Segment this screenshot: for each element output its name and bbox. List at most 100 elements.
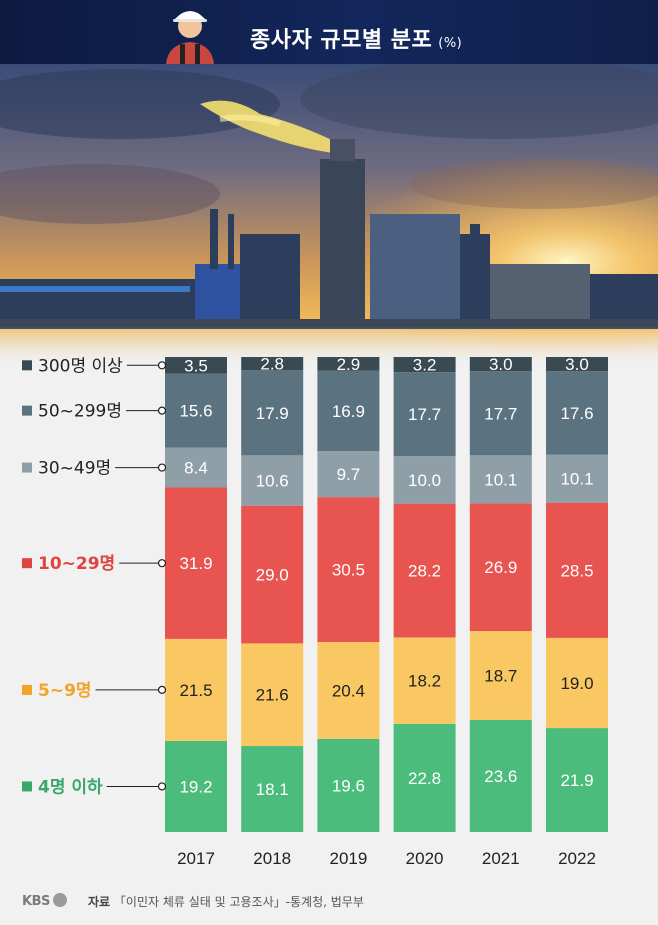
value-label-2021-series-3: 10.1 xyxy=(484,470,517,489)
legend-marker-0 xyxy=(22,781,32,792)
value-label-2021-series-0: 23.6 xyxy=(484,767,517,786)
kbs-logo-mark-icon xyxy=(52,893,67,907)
legend-leader-dot-1 xyxy=(157,685,167,694)
bar-2022-series-2 xyxy=(546,502,608,638)
bars-group xyxy=(165,357,608,832)
bar-2022-series-0 xyxy=(546,728,608,832)
value-label-2019-series-2: 30.5 xyxy=(332,561,365,580)
value-label-2022-series-3: 10.1 xyxy=(560,470,593,489)
legend-leader-dot-5 xyxy=(157,361,167,370)
value-label-2021-series-2: 26.9 xyxy=(484,558,517,577)
value-label-2017-series-0: 19.2 xyxy=(179,777,212,796)
value-label-2022-series-4: 17.6 xyxy=(560,404,593,423)
value-label-2019-series-4: 16.9 xyxy=(332,402,365,421)
value-label-2021-series-1: 18.7 xyxy=(484,666,517,685)
bar-2020-series-3 xyxy=(393,456,456,504)
legend-marker-2 xyxy=(22,558,32,569)
header-banner: 종사자 규모별 분포 (%) xyxy=(0,0,658,64)
source-note: 자료 「이민자 체류 실태 및 고용조사」-통계청, 법무부 xyxy=(88,893,364,910)
value-label-2020-series-2: 28.2 xyxy=(408,562,441,581)
bar-2017-series-1 xyxy=(165,638,227,741)
x-tick-label-2017: 2017 xyxy=(177,849,215,868)
bar-2020-series-2 xyxy=(393,503,456,638)
bar-2017-series-5 xyxy=(165,357,227,374)
bar-2020-series-0 xyxy=(393,723,456,832)
value-label-2017-series-3: 8.4 xyxy=(184,459,208,478)
legend-leader-dot-0 xyxy=(157,782,167,791)
value-labels-group: 19.2 21.5 31.9 8.4 15.6 3.5 18.1 21.6 29.0 10.6 17… xyxy=(179,355,593,799)
bar-2018-series-4 xyxy=(241,370,304,456)
factory-photo xyxy=(0,64,658,364)
legend-leader-dot-4 xyxy=(157,406,167,415)
bar-2019-series-3 xyxy=(317,451,380,498)
bar-2017-series-2 xyxy=(165,487,227,639)
value-label-2020-series-0: 22.8 xyxy=(408,769,441,788)
legend-label-0: 4명 이하 xyxy=(38,777,103,797)
bar-2022-series-1 xyxy=(546,637,608,729)
bar-2019-series-4 xyxy=(317,370,380,452)
bar-2018-series-2 xyxy=(241,505,304,644)
value-label-2019-series-0: 19.6 xyxy=(332,776,365,795)
bar-2017-series-0 xyxy=(165,740,227,832)
value-label-2019-series-1: 20.4 xyxy=(332,681,365,700)
legend-leader-dot-2 xyxy=(157,559,167,568)
bar-2018-series-1 xyxy=(241,643,304,747)
legend: 4명 이하 5~9명 10~29명 30~49명 50~299명 300명 이상 xyxy=(22,356,167,797)
value-label-2018-series-3: 10.6 xyxy=(256,472,289,491)
value-label-2022-series-5: 3.0 xyxy=(565,355,589,374)
value-label-2021-series-5: 3.0 xyxy=(489,355,513,374)
value-label-2017-series-2: 31.9 xyxy=(179,554,212,573)
x-tick-label-2019: 2019 xyxy=(329,849,367,868)
bar-2021-series-4 xyxy=(469,371,532,456)
unit-label: (%) xyxy=(438,36,463,51)
bar-2018-series-5 xyxy=(241,357,304,371)
value-label-2019-series-3: 9.7 xyxy=(337,465,361,484)
bar-2019-series-1 xyxy=(317,642,380,739)
bar-2021-series-5 xyxy=(469,357,532,372)
value-label-2020-series-5: 3.2 xyxy=(413,356,437,375)
bar-2017-series-3 xyxy=(165,447,227,488)
value-label-2018-series-2: 29.0 xyxy=(256,566,289,585)
legend-marker-5 xyxy=(22,360,32,371)
x-tick-label-2021: 2021 xyxy=(482,849,520,868)
value-label-2018-series-5: 2.8 xyxy=(260,355,284,374)
bar-2018-series-0 xyxy=(241,746,304,832)
legend-label-3: 30~49명 xyxy=(38,459,111,479)
kbs-logo: KBS xyxy=(22,893,67,909)
bar-2022-series-5 xyxy=(546,357,608,372)
legend-label-2: 10~29명 xyxy=(38,554,115,574)
value-label-2020-series-3: 10.0 xyxy=(408,471,441,490)
worker-icon xyxy=(166,11,214,64)
bar-2020-series-5 xyxy=(393,357,456,373)
legend-leader-dot-3 xyxy=(157,463,167,472)
value-label-2017-series-1: 21.5 xyxy=(179,681,212,700)
legend-label-1: 5~9명 xyxy=(38,681,92,701)
legend-marker-3 xyxy=(22,462,32,473)
bar-2021-series-0 xyxy=(469,719,532,832)
bar-2021-series-1 xyxy=(469,631,532,720)
value-label-2018-series-4: 17.9 xyxy=(256,404,289,423)
chart-title: 종사자 규모별 분포 (%) xyxy=(250,28,463,53)
bar-2019-series-2 xyxy=(317,497,380,642)
value-label-2018-series-1: 21.6 xyxy=(256,686,289,705)
bar-2019-series-0 xyxy=(317,738,380,832)
value-label-2020-series-4: 17.7 xyxy=(408,405,441,424)
bar-2021-series-3 xyxy=(469,455,532,504)
value-label-2022-series-0: 21.9 xyxy=(560,771,593,790)
bar-2020-series-4 xyxy=(393,372,456,457)
bar-2022-series-4 xyxy=(546,371,608,455)
bar-2019-series-5 xyxy=(317,357,380,371)
bar-2020-series-1 xyxy=(393,637,456,724)
x-tick-label-2022: 2022 xyxy=(558,849,596,868)
bar-2018-series-3 xyxy=(241,455,304,506)
x-tick-label-2020: 2020 xyxy=(406,849,444,868)
legend-label-5: 300명 이상 xyxy=(38,356,123,376)
bar-2021-series-2 xyxy=(469,503,532,632)
value-label-2021-series-4: 17.7 xyxy=(484,404,517,423)
value-label-2018-series-0: 18.1 xyxy=(256,780,289,799)
x-axis-labels: 2017 2018 2019 2020 2021 2022 xyxy=(177,849,596,868)
source-label: 자료 xyxy=(88,895,111,909)
value-label-2020-series-1: 18.2 xyxy=(408,672,441,691)
value-label-2022-series-2: 28.5 xyxy=(560,561,593,580)
